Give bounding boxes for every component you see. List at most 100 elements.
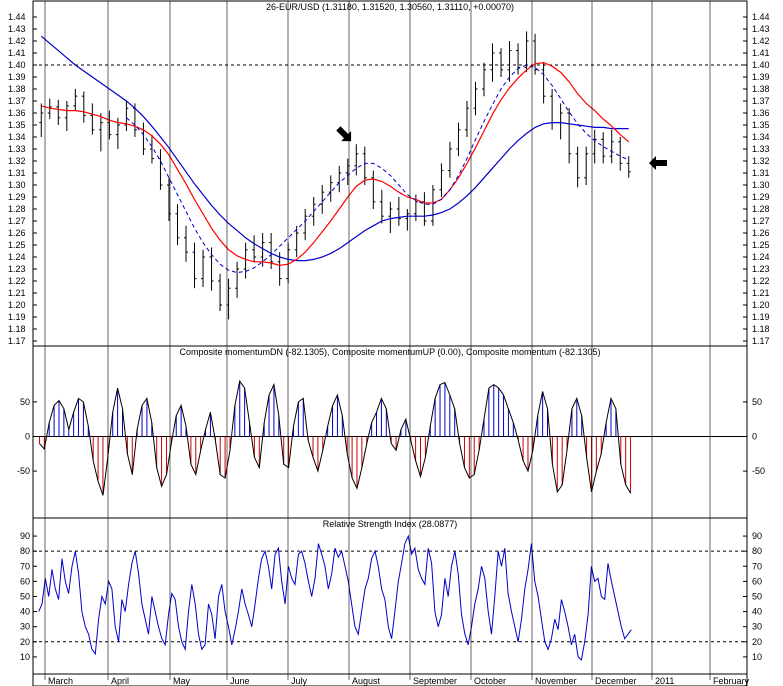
price-tick-label-left: 1.30 (8, 180, 26, 190)
month-label: July (291, 676, 308, 686)
price-tick-label-right: 1.21 (752, 288, 770, 298)
rsi-chart-title: Relative Strength Index (28.0877) (323, 519, 458, 529)
month-label: June (230, 676, 250, 686)
momentum-chart-title: Composite momentumDN (-82.1305), Composi… (180, 347, 601, 357)
price-tick-label-left: 1.37 (8, 96, 26, 106)
arrow-down-right-icon (336, 126, 352, 142)
price-tick-label-right: 1.31 (752, 168, 770, 178)
momentum-tick-label-right: 0 (752, 432, 757, 442)
month-label: December (595, 676, 637, 686)
month-label: September (413, 676, 457, 686)
price-tick-label-left: 1.42 (8, 36, 26, 46)
momentum-tick-label-left: 50 (20, 397, 30, 407)
price-tick-label-left: 1.22 (8, 276, 26, 286)
price-tick-label-right: 1.26 (752, 228, 770, 238)
price-tick-label-left: 1.18 (8, 324, 26, 334)
price-chart-title: 26-EUR/USD (1.31180, 1.31520, 1.30560, 1… (266, 2, 514, 12)
arrow-left-icon (649, 156, 667, 170)
price-tick-label-right: 1.41 (752, 48, 770, 58)
rsi-tick-label-right: 80 (752, 546, 762, 556)
price-tick-label-right: 1.34 (752, 132, 770, 142)
month-label: May (173, 676, 191, 686)
month-label: August (352, 676, 381, 686)
trend-line (126, 64, 629, 274)
rsi-tick-label-right: 90 (752, 531, 762, 541)
price-tick-label-right: 1.33 (752, 144, 770, 154)
price-tick-label-left: 1.24 (8, 252, 26, 262)
price-tick-label-right: 1.44 (752, 12, 770, 22)
momentum-tick-label-right: -50 (752, 466, 765, 476)
rsi-line (38, 534, 632, 661)
month-label: March (48, 676, 73, 686)
rsi-tick-label-left: 50 (20, 591, 30, 601)
month-label: April (111, 676, 129, 686)
rsi-tick-label-right: 20 (752, 637, 762, 647)
slow-moving-average-line (40, 35, 629, 262)
price-tick-label-left: 1.44 (8, 12, 26, 22)
price-tick-label-right: 1.25 (752, 240, 770, 250)
rsi-tick-label-right: 50 (752, 591, 762, 601)
price-tick-label-left: 1.40 (8, 60, 26, 70)
x-axis: March April May June July August September Octo… (44, 1, 750, 686)
price-tick-label-right: 1.20 (752, 300, 770, 310)
rsi-tick-label-left: 30 (20, 622, 30, 632)
momentum-panel: -50 -50 0 0 50 50 (17, 379, 765, 496)
rsi-tick-label-left: 60 (20, 576, 30, 586)
price-tick-label-left: 1.26 (8, 228, 26, 238)
price-tick-label-left: 1.31 (8, 168, 26, 178)
price-tick-label-right: 1.23 (752, 264, 770, 274)
price-tick-label-left: 1.17 (8, 336, 26, 346)
price-tick-label-right: 1.19 (752, 312, 770, 322)
price-tick-label-left: 1.23 (8, 264, 26, 274)
rsi-tick-label-left: 70 (20, 561, 30, 571)
x-axis-strip (32, 673, 748, 686)
month-label: November (535, 676, 577, 686)
price-tick-label-left: 1.21 (8, 288, 26, 298)
price-tick-label-left: 1.38 (8, 84, 26, 94)
price-tick-label-right: 1.37 (752, 96, 770, 106)
price-tick-label-right: 1.38 (752, 84, 770, 94)
month-label: 2011 (655, 676, 674, 686)
price-tick-label-left: 1.32 (8, 156, 26, 166)
price-tick-label-left: 1.34 (8, 132, 26, 142)
price-tick-label-right: 1.18 (752, 324, 770, 334)
price-tick-label-right: 1.42 (752, 36, 770, 46)
price-tick-label-left: 1.41 (8, 48, 26, 58)
price-tick-label-left: 1.20 (8, 300, 26, 310)
rsi-tick-label-right: 10 (752, 652, 762, 662)
fast-moving-average-line (41, 61, 630, 267)
price-tick-label-right: 1.40 (752, 60, 770, 70)
momentum-tick-label-right: 50 (752, 397, 762, 407)
price-panel-frame (32, 0, 748, 347)
rsi-tick-label-left: 90 (20, 531, 30, 541)
price-tick-label-left: 1.35 (8, 120, 26, 130)
price-tick-label-right: 1.27 (752, 216, 770, 226)
rsi-panel: 10 10 20 20 30 30 40 40 50 50 60 60 70 70 80 80 90 90 (20, 531, 762, 662)
rsi-tick-label-right: 40 (752, 607, 762, 617)
rsi-panel-frame (32, 517, 748, 675)
month-label: October (474, 676, 506, 686)
rsi-tick-label-right: 30 (752, 622, 762, 632)
price-tick-label-right: 1.35 (752, 120, 770, 130)
price-tick-label-right: 1.30 (752, 180, 770, 190)
price-tick-label-left: 1.29 (8, 192, 26, 202)
price-tick-label-right: 1.39 (752, 72, 770, 82)
rsi-tick-label-left: 10 (20, 652, 30, 662)
momentum-tick-label-left: -50 (17, 466, 30, 476)
price-panel: 1.17 1.17 1.18 1.18 1.19 1.19 1.20 1.20 1.21 1.21… (8, 12, 770, 346)
month-label: February (713, 676, 750, 686)
price-tick-label-left: 1.28 (8, 204, 26, 214)
rsi-tick-label-left: 20 (20, 637, 30, 647)
price-tick-label-left: 1.19 (8, 312, 26, 322)
rsi-tick-label-right: 60 (752, 576, 762, 586)
price-tick-label-right: 1.28 (752, 204, 770, 214)
rsi-tick-label-right: 70 (752, 561, 762, 571)
price-tick-label-right: 1.17 (752, 336, 770, 346)
price-tick-label-right: 1.24 (752, 252, 770, 262)
price-tick-label-left: 1.36 (8, 108, 26, 118)
price-tick-label-right: 1.36 (752, 108, 770, 118)
price-tick-label-left: 1.39 (8, 72, 26, 82)
price-tick-label-left: 1.43 (8, 24, 26, 34)
momentum-tick-label-left: 0 (25, 432, 30, 442)
